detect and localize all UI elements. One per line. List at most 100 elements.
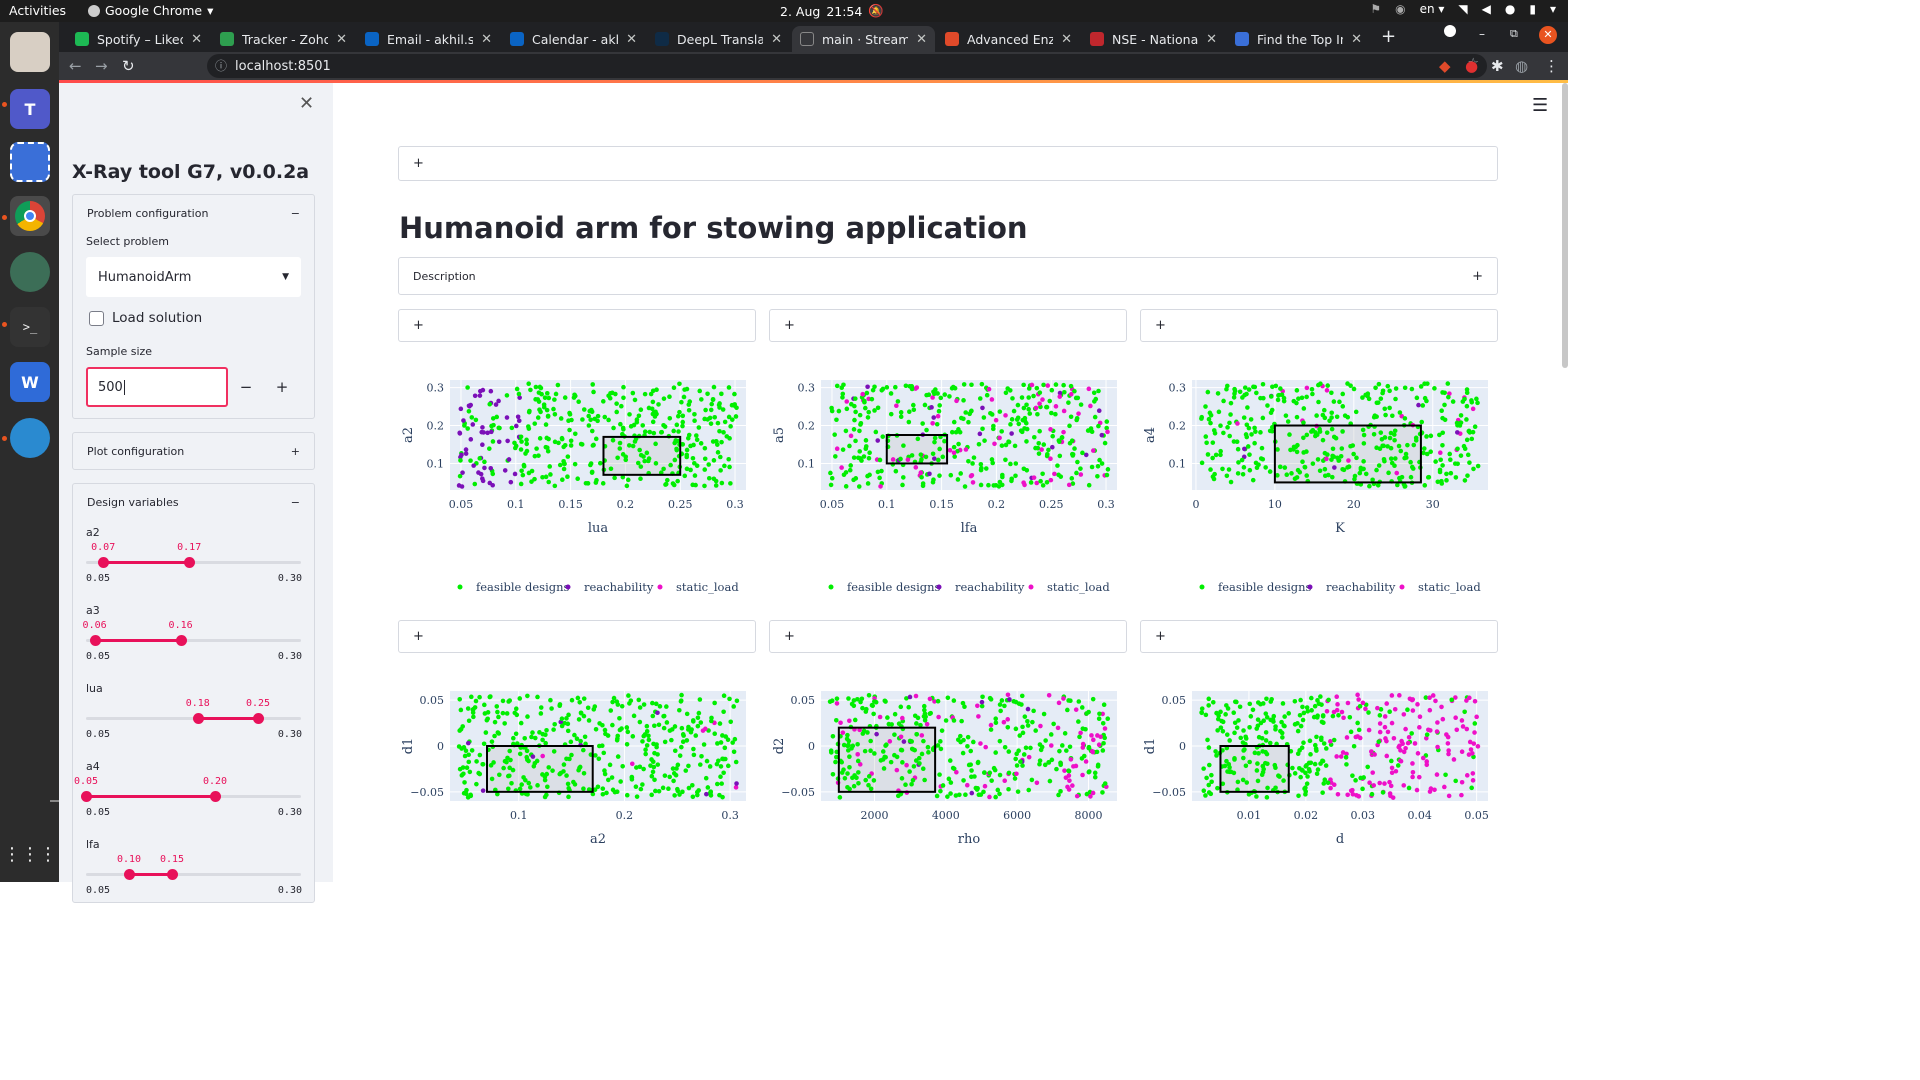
selection-box[interactable]	[1273, 424, 1422, 484]
back-arrow-icon[interactable]: ←	[69, 57, 82, 75]
app-menu[interactable]: Google Chrome ▾	[88, 3, 213, 18]
slider-high-thumb[interactable]	[253, 713, 264, 724]
problem-configuration-header[interactable]: Problem configuration −	[73, 195, 314, 231]
checkbox-box[interactable]	[89, 310, 104, 326]
legend-label[interactable]: reachability	[955, 580, 1025, 594]
teams-icon[interactable]: T	[10, 89, 50, 129]
scatter-plot-a5-vs-lfa[interactable]: 0.05 0.1 0.15 0.2 0.25 0.3 0.1 0.2 0.3 lfa a5 feasi…	[769, 380, 1126, 620]
browser-tab[interactable]: Advanced Enzym✕	[937, 26, 1080, 52]
slider-low-thumb[interactable]	[124, 869, 135, 880]
language-indicator[interactable]: en ▾	[1419, 2, 1445, 16]
activities-button[interactable]: Activities	[9, 3, 67, 18]
tab-close-icon[interactable]: ✕	[336, 31, 347, 47]
slider-high-thumb[interactable]	[175, 635, 187, 646]
design-variables-header[interactable]: Design variables −	[73, 484, 314, 520]
plot-expander[interactable]: +	[1140, 309, 1498, 342]
top-expander[interactable]: +	[398, 146, 1498, 181]
address-bar[interactable]: ⓘ localhost:8501 ☆	[207, 54, 1487, 78]
browser-tab[interactable]: Email - akhil.sat✕	[357, 26, 500, 52]
scatter-plot-d1-vs-d[interactable]: 0.01 0.02 0.03 0.04 0.05 0.05 0 −0.05 d d1	[1140, 691, 1497, 931]
extension-icon[interactable]: ◆	[1439, 57, 1451, 75]
selection-box[interactable]	[1219, 745, 1290, 793]
tab-close-icon[interactable]: ✕	[1061, 31, 1072, 47]
plot-expander[interactable]: +	[769, 309, 1127, 342]
legend-label[interactable]: feasible designs	[476, 580, 570, 594]
chrome-dock-icon[interactable]	[10, 196, 50, 236]
slider-low-thumb[interactable]	[81, 791, 92, 802]
increment-button[interactable]: +	[275, 378, 289, 396]
slider-low-thumb[interactable]	[192, 713, 204, 724]
app-icon[interactable]	[10, 418, 50, 458]
plot-expander[interactable]: +	[398, 620, 756, 653]
legend-label[interactable]: static_load	[1047, 580, 1110, 594]
slider-track[interactable]	[86, 873, 301, 876]
plot-expander[interactable]: +	[769, 620, 1127, 653]
browser-tab[interactable]: Find the Top Inv✕	[1227, 26, 1370, 52]
selection-box[interactable]	[885, 434, 949, 465]
atom-icon[interactable]	[10, 252, 50, 292]
clock[interactable]: 2. Aug 21:54 🔕	[780, 3, 884, 19]
page-scrollbar[interactable]	[1562, 83, 1568, 368]
wps-writer-icon[interactable]: W	[10, 362, 50, 402]
plot-expander[interactable]: +	[1140, 620, 1498, 653]
minimize-window-icon[interactable]: –	[1479, 27, 1485, 41]
screenshot-icon[interactable]	[10, 142, 50, 182]
extensions-puzzle-icon[interactable]: ✱	[1491, 57, 1504, 75]
scatter-plot-a2-vs-lua[interactable]: 0.05 0.1 0.15 0.2 0.25 0.3 0.1 0.2 0.3 lua a2 feasi…	[398, 380, 755, 620]
scatter-plot-d1-vs-a2[interactable]: 0.1 0.2 0.3 0.05 0 −0.05 a2 d1	[398, 691, 755, 931]
slider-low-thumb[interactable]	[98, 557, 110, 568]
tab-close-icon[interactable]: ✕	[481, 31, 492, 47]
browser-tab[interactable]: Tracker - Zoho Sh✕	[212, 26, 355, 52]
selection-box[interactable]	[837, 726, 937, 793]
close-window-icon[interactable]: ✕	[1539, 26, 1557, 44]
plot-configuration-header[interactable]: Plot configuration +	[73, 433, 314, 469]
show-apps-grid-icon[interactable]: ⋮⋮⋮	[3, 843, 57, 865]
selection-box[interactable]	[486, 745, 594, 793]
tab-close-icon[interactable]: ✕	[916, 31, 927, 47]
slider-high-thumb[interactable]	[210, 791, 221, 802]
chrome-menu-icon[interactable]: ⋮	[1544, 57, 1559, 75]
slider-high-thumb[interactable]	[184, 557, 196, 568]
tab-close-icon[interactable]: ✕	[191, 31, 202, 47]
tab-close-icon[interactable]: ✕	[626, 31, 637, 47]
scatter-plot-d2-vs-rho[interactable]: 2000 4000 6000 8000 0.05 0 −0.05 rho d2	[769, 691, 1126, 931]
legend-label[interactable]: feasible designs	[847, 580, 941, 594]
new-tab-icon[interactable]: +	[1381, 26, 1397, 47]
legend-label[interactable]: reachability	[584, 580, 654, 594]
extension-icon[interactable]: ●	[1465, 57, 1479, 75]
load-solution-checkbox[interactable]: Load solution	[89, 310, 202, 326]
tab-close-icon[interactable]: ✕	[771, 31, 782, 47]
browser-tab[interactable]: Calendar - akhil.s✕	[502, 26, 645, 52]
legend-label[interactable]: static_load	[676, 580, 739, 594]
legend-label[interactable]: reachability	[1326, 580, 1396, 594]
close-sidebar-icon[interactable]: ✕	[299, 93, 315, 114]
legend-label[interactable]: feasible designs	[1218, 580, 1312, 594]
tab-close-icon[interactable]: ✕	[1206, 31, 1217, 47]
plot-configuration-expander[interactable]: Plot configuration +	[72, 432, 315, 470]
decrement-button[interactable]: −	[239, 378, 253, 396]
tab-close-icon[interactable]: ✕	[1351, 31, 1362, 47]
files-icon[interactable]	[10, 32, 50, 72]
selection-box[interactable]	[602, 435, 682, 476]
forward-arrow-icon[interactable]: →	[95, 57, 108, 75]
slider-low-thumb[interactable]	[89, 635, 101, 646]
browser-tab[interactable]: Spotify – Liked S✕	[67, 26, 210, 52]
description-expander[interactable]: Description +	[398, 257, 1498, 295]
hamburger-menu-icon[interactable]: ☰	[1532, 95, 1549, 116]
tab-search-icon[interactable]: ⌄	[1444, 25, 1456, 41]
sample-size-input[interactable]: 500	[86, 367, 228, 407]
bookmark-star-icon[interactable]: ☆	[1467, 56, 1479, 71]
plot-expander[interactable]: +	[398, 309, 756, 342]
legend-label[interactable]: static_load	[1418, 580, 1481, 594]
terminal-icon[interactable]: >_	[10, 307, 50, 347]
problem-select[interactable]: HumanoidArm ▼	[86, 257, 301, 297]
restore-window-icon[interactable]: ⧉	[1510, 27, 1518, 40]
system-tray[interactable]: ⚑ ◉ en ▾ ◥ ◀ ● ▮ ▾	[1370, 2, 1556, 16]
browser-tab[interactable]: DeepL Translate✕	[647, 26, 790, 52]
browser-tab[interactable]: main · Streamlit✕	[792, 26, 935, 52]
slider-track[interactable]	[86, 639, 301, 642]
slider-high-thumb[interactable]	[167, 869, 178, 880]
browser-tab[interactable]: NSE - National St✕	[1082, 26, 1225, 52]
profile-avatar[interactable]: ◍	[1515, 57, 1529, 75]
